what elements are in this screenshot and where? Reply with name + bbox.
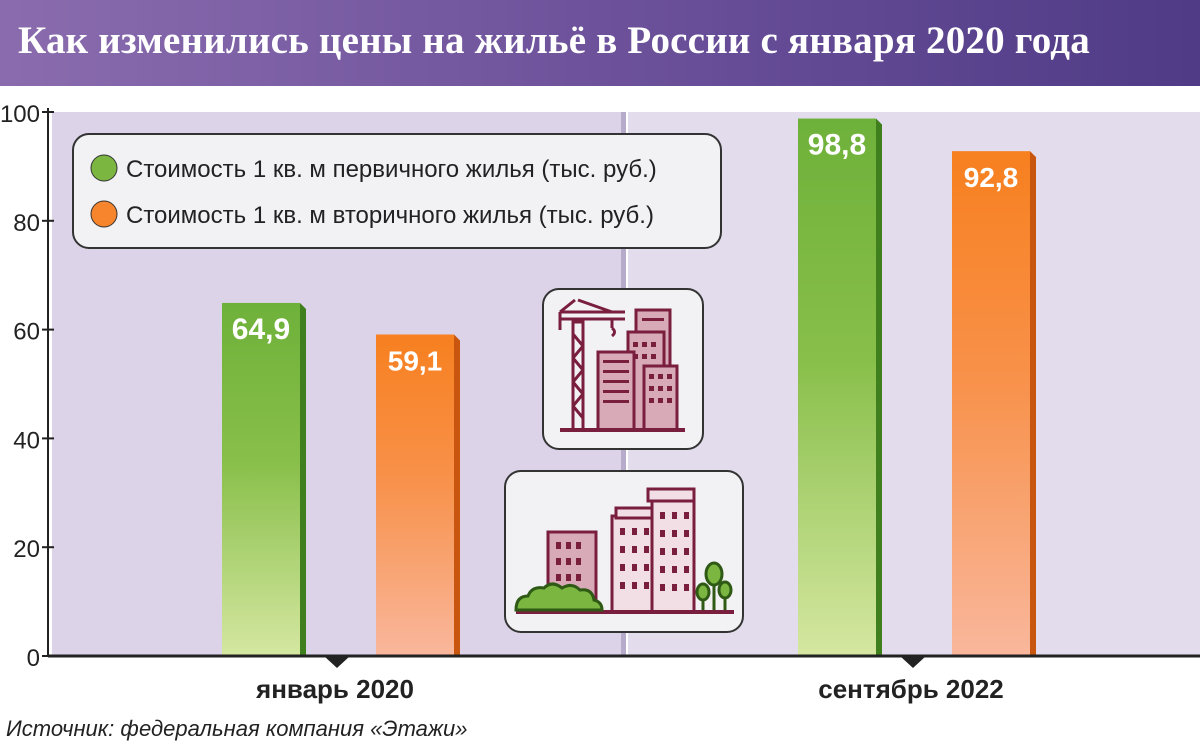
legend: Стоимость 1 кв. м первичного жилья (тыс.… [72,133,722,249]
bar-side [1030,151,1036,656]
bar-chart: 0 20 40 60 80 100 64,9 59,1 98,8 92,8 январь 202… [0,101,1200,704]
x-category-label: сентябрь 2022 [818,674,1004,704]
bar-primary-1: 98,8 [798,118,882,656]
legend-marker-primary [90,154,118,182]
x-category-label: январь 2020 [255,674,414,704]
bar-side [454,334,460,656]
construction-crane-icon [542,288,704,450]
bar-value-label: 64,9 [232,313,290,346]
bar-secondary-1: 92,8 [952,151,1036,656]
bar-side [300,302,306,656]
bar-side [876,118,882,656]
legend-marker-secondary [90,200,118,228]
title-bar: Как изменились цены на жильё в России с … [0,0,1200,86]
legend-label-secondary: Стоимость 1 кв. м вторичного жилья (тыс.… [126,202,654,229]
bar-value-label: 59,1 [388,345,443,376]
bar-face [952,151,1030,656]
y-tick-label: 100 [0,101,40,128]
y-tick-label: 0 [27,645,40,672]
bars: 64,9 59,1 98,8 92,8 [222,118,1036,656]
legend-box [72,133,722,249]
bar-face [222,302,300,656]
y-axis: 0 20 40 60 80 100 [0,101,54,672]
y-tick-label: 60 [13,319,40,346]
bar-secondary-0: 59,1 [376,334,460,656]
legend-label-primary: Стоимость 1 кв. м первичного жилья (тыс.… [126,156,657,183]
x-axis: январь 2020 сентябрь 2022 [48,654,1200,704]
bar-face [376,334,454,656]
y-tick-label: 40 [13,427,40,454]
source-note: Источник: федеральная компания «Этажи» [6,716,468,741]
y-tick-label: 20 [13,536,40,563]
bar-primary-0: 64,9 [222,302,306,656]
x-category-marker [324,656,350,668]
y-tick-label: 80 [13,210,40,237]
page-title: Как изменились цены на жильё в России с … [18,19,1090,62]
x-category-marker [900,656,926,668]
bar-value-label: 98,8 [808,129,866,162]
city-buildings-icon [504,470,744,633]
bar-face [798,118,876,656]
bar-value-label: 92,8 [964,162,1019,193]
